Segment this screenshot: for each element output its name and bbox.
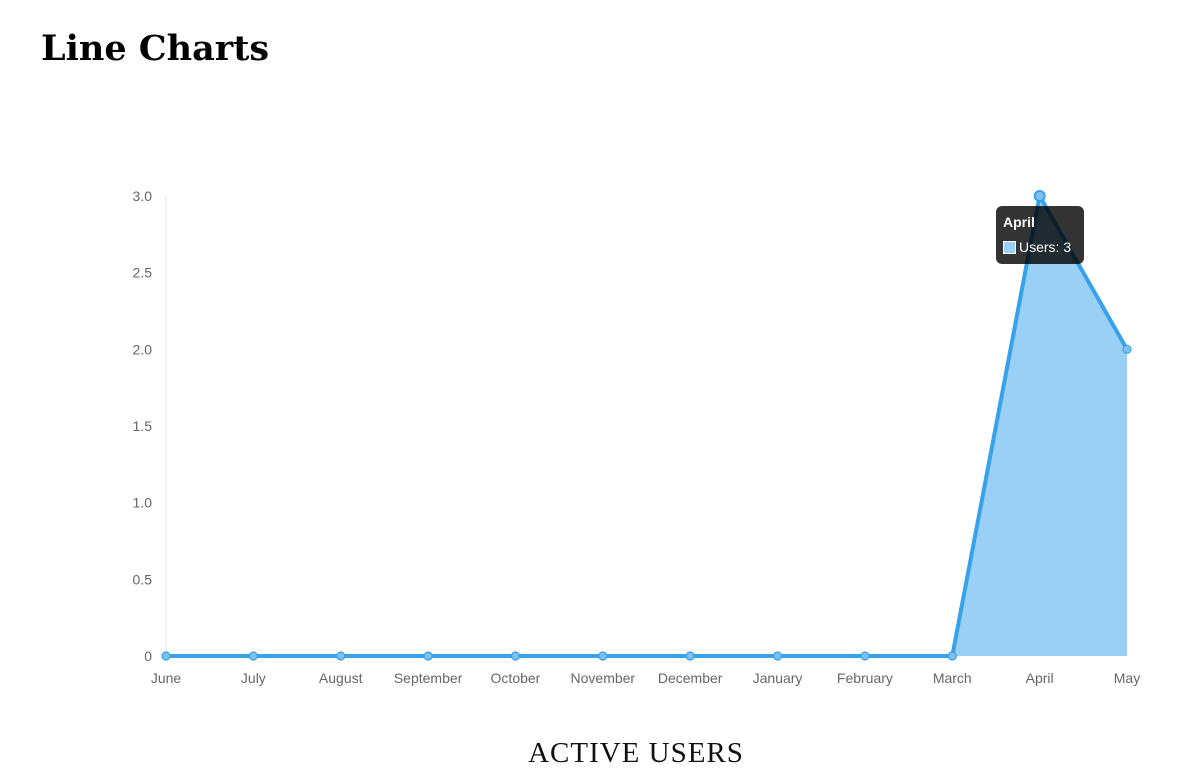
y-tick-label: 1.0 xyxy=(133,495,153,511)
y-axis-ticks: 3.0 2.5 2.0 1.5 1.0 0.5 0 xyxy=(133,188,153,664)
x-tick-label: July xyxy=(241,670,266,686)
users-line xyxy=(166,190,1129,658)
y-tick-label: 1.5 xyxy=(133,418,153,434)
chart-caption: ACTIVE USERS xyxy=(528,737,744,769)
x-tick-label: December xyxy=(658,670,723,686)
x-tick-label: January xyxy=(753,670,803,686)
x-tick-label: August xyxy=(319,670,363,686)
data-point[interactable] xyxy=(1033,190,1046,202)
y-tick-label: 3.0 xyxy=(133,188,153,204)
data-points xyxy=(161,190,1132,661)
x-axis-ticks: June July August September October November De… xyxy=(151,670,1140,686)
users-area-fill xyxy=(166,196,1127,656)
data-point[interactable] xyxy=(947,651,957,661)
data-point[interactable] xyxy=(510,651,521,661)
y-tick-label: 2.5 xyxy=(133,265,153,281)
legend-swatch xyxy=(1003,240,1016,254)
page-title: Line Charts xyxy=(41,28,270,69)
x-tick-label: September xyxy=(394,670,463,686)
data-point[interactable] xyxy=(598,651,608,661)
data-point[interactable] xyxy=(248,651,258,661)
y-tick-label: 2.0 xyxy=(133,341,153,357)
tooltip-title: April xyxy=(1003,214,1035,230)
data-point[interactable] xyxy=(860,651,870,661)
data-point[interactable] xyxy=(423,651,433,661)
x-tick-label: March xyxy=(933,670,972,686)
data-point[interactable] xyxy=(336,651,346,661)
data-point[interactable] xyxy=(1122,344,1132,354)
x-tick-label: May xyxy=(1114,670,1140,686)
tooltip-body: Users: 3 xyxy=(1003,239,1077,255)
tooltip-label: Users: 3 xyxy=(1019,239,1072,255)
x-tick-label: October xyxy=(491,670,541,686)
y-tick-label: 0 xyxy=(144,648,152,664)
x-tick-label: February xyxy=(837,670,893,686)
chart-tooltip: April Users: 3 xyxy=(996,206,1084,264)
y-tick-label: 0.5 xyxy=(133,571,153,587)
data-point[interactable] xyxy=(685,651,695,661)
x-tick-label: April xyxy=(1026,670,1054,686)
x-tick-label: June xyxy=(151,670,182,686)
data-point[interactable] xyxy=(772,651,783,661)
x-tick-label: November xyxy=(571,670,636,686)
data-point[interactable] xyxy=(161,651,171,661)
